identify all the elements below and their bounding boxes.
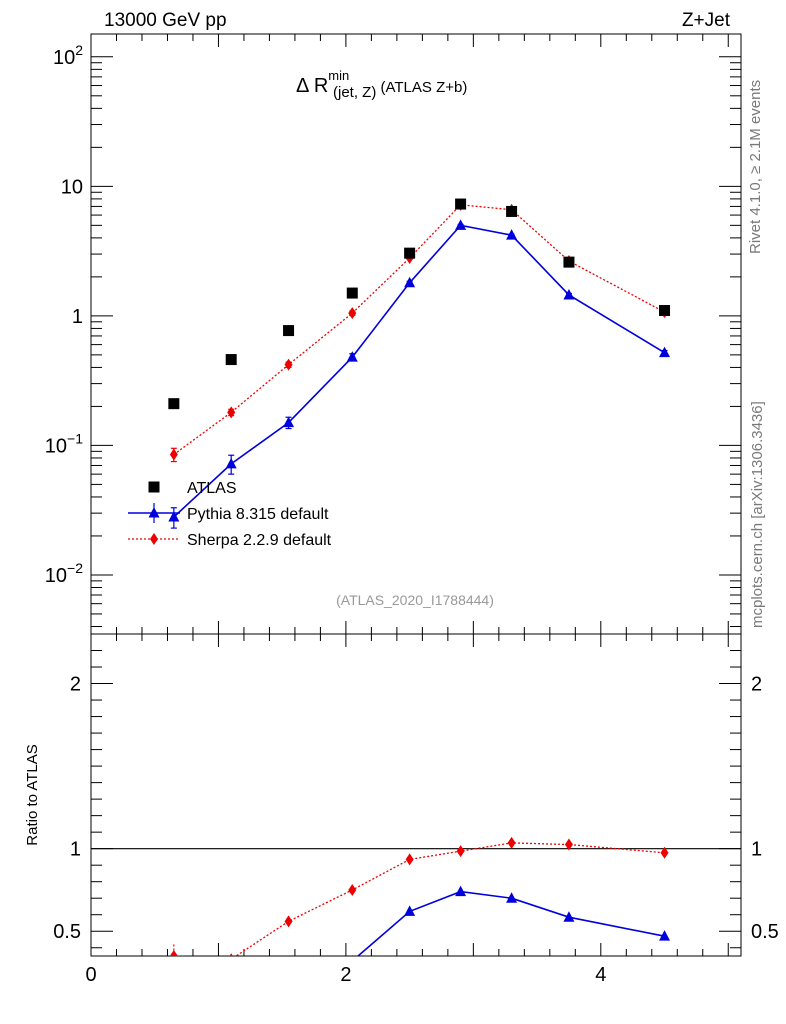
data-point (229, 953, 233, 956)
sherpa-line (173, 204, 665, 456)
data-point (659, 305, 671, 317)
data-point (659, 346, 671, 358)
data-point (506, 229, 518, 240)
process-label: Z+Jet (682, 10, 731, 31)
x-tick-label: 0 (85, 964, 96, 986)
source-url-label: mcplots.cern.ch [arXiv:1306.3436] (749, 401, 766, 628)
data-point (506, 205, 518, 217)
main-panel: 10−2 10−1 1 10 102 Δ Rmin (jet, Z) (ATLAS Z+b)… (45, 33, 742, 635)
data-point (404, 276, 416, 288)
legend-label: Pythia 8.315 default (187, 506, 329, 523)
y-tick-label: 10−1 (45, 430, 83, 457)
data-point (284, 358, 293, 371)
data-point (227, 406, 236, 419)
data-point (404, 247, 416, 259)
data-point (283, 325, 295, 337)
legend-label: Sherpa 2.2.9 default (187, 532, 332, 549)
data-point (169, 448, 178, 461)
data-point (225, 354, 237, 366)
data-point (659, 930, 671, 941)
data-point (169, 950, 178, 956)
y-tick-label-right: 0.5 (751, 921, 779, 943)
data-point (284, 915, 293, 928)
data-point (351, 954, 353, 956)
chart-title: Δ Rmin (jet, Z) (ATLAS Z+b) (296, 68, 467, 101)
data-point (660, 846, 669, 859)
data-point (283, 416, 295, 428)
y-tick-label-right: 2 (751, 674, 762, 696)
data-point (564, 838, 573, 851)
legend-entry: ATLAS (148, 480, 237, 497)
ratio-panel: 0 2 4 0.5 0.5 1 1 2 2 Ratio to ATLAS (24, 633, 779, 986)
data-point (455, 885, 467, 897)
data-point (348, 883, 357, 896)
y-tick-label: 1 (72, 306, 83, 328)
data-point (225, 457, 237, 469)
data-point (148, 507, 160, 518)
legend-entry: Pythia 8.315 default (128, 503, 329, 523)
data-point (405, 853, 414, 866)
data-point (346, 351, 358, 362)
data-point (455, 198, 467, 210)
data-point (455, 219, 467, 230)
data-point (456, 845, 465, 858)
y-tick-label: 10−2 (45, 560, 83, 587)
legend-entry: Sherpa 2.2.9 default (128, 532, 332, 549)
data-point (348, 307, 357, 320)
main-series (168, 198, 671, 529)
energy-label: 13000 GeV pp (104, 10, 227, 31)
legend-label: ATLAS (187, 480, 237, 497)
data-point (150, 533, 158, 545)
data-point (563, 911, 575, 922)
data-point (563, 256, 575, 268)
y-tick-label: 10 (61, 176, 83, 198)
ratio-series (169, 836, 671, 956)
y-tick-label: 0.5 (53, 921, 81, 943)
data-point (563, 288, 575, 300)
y-tick-label: 2 (70, 674, 81, 696)
data-point (168, 511, 180, 522)
y-tick-label: 102 (53, 42, 83, 69)
y-tick-label-right: 1 (751, 839, 762, 861)
x-tick-label: 4 (595, 964, 606, 986)
ratio-y-label: Ratio to ATLAS (24, 744, 41, 845)
data-point (404, 905, 416, 916)
sherpa-ratio-line (173, 842, 665, 956)
analysis-watermark: (ATLAS_2020_I1788444) (336, 592, 494, 608)
y-tick-label: 1 (70, 839, 81, 861)
data-point (506, 892, 518, 903)
data-point (148, 481, 160, 493)
data-point (507, 836, 516, 849)
rivet-version-label: Rivet 4.1.0, ≥ 2.1M events (747, 79, 764, 254)
ratio-frame (90, 633, 742, 957)
x-tick-label: 2 (340, 964, 351, 986)
data-point (168, 398, 180, 410)
data-point (346, 287, 358, 299)
